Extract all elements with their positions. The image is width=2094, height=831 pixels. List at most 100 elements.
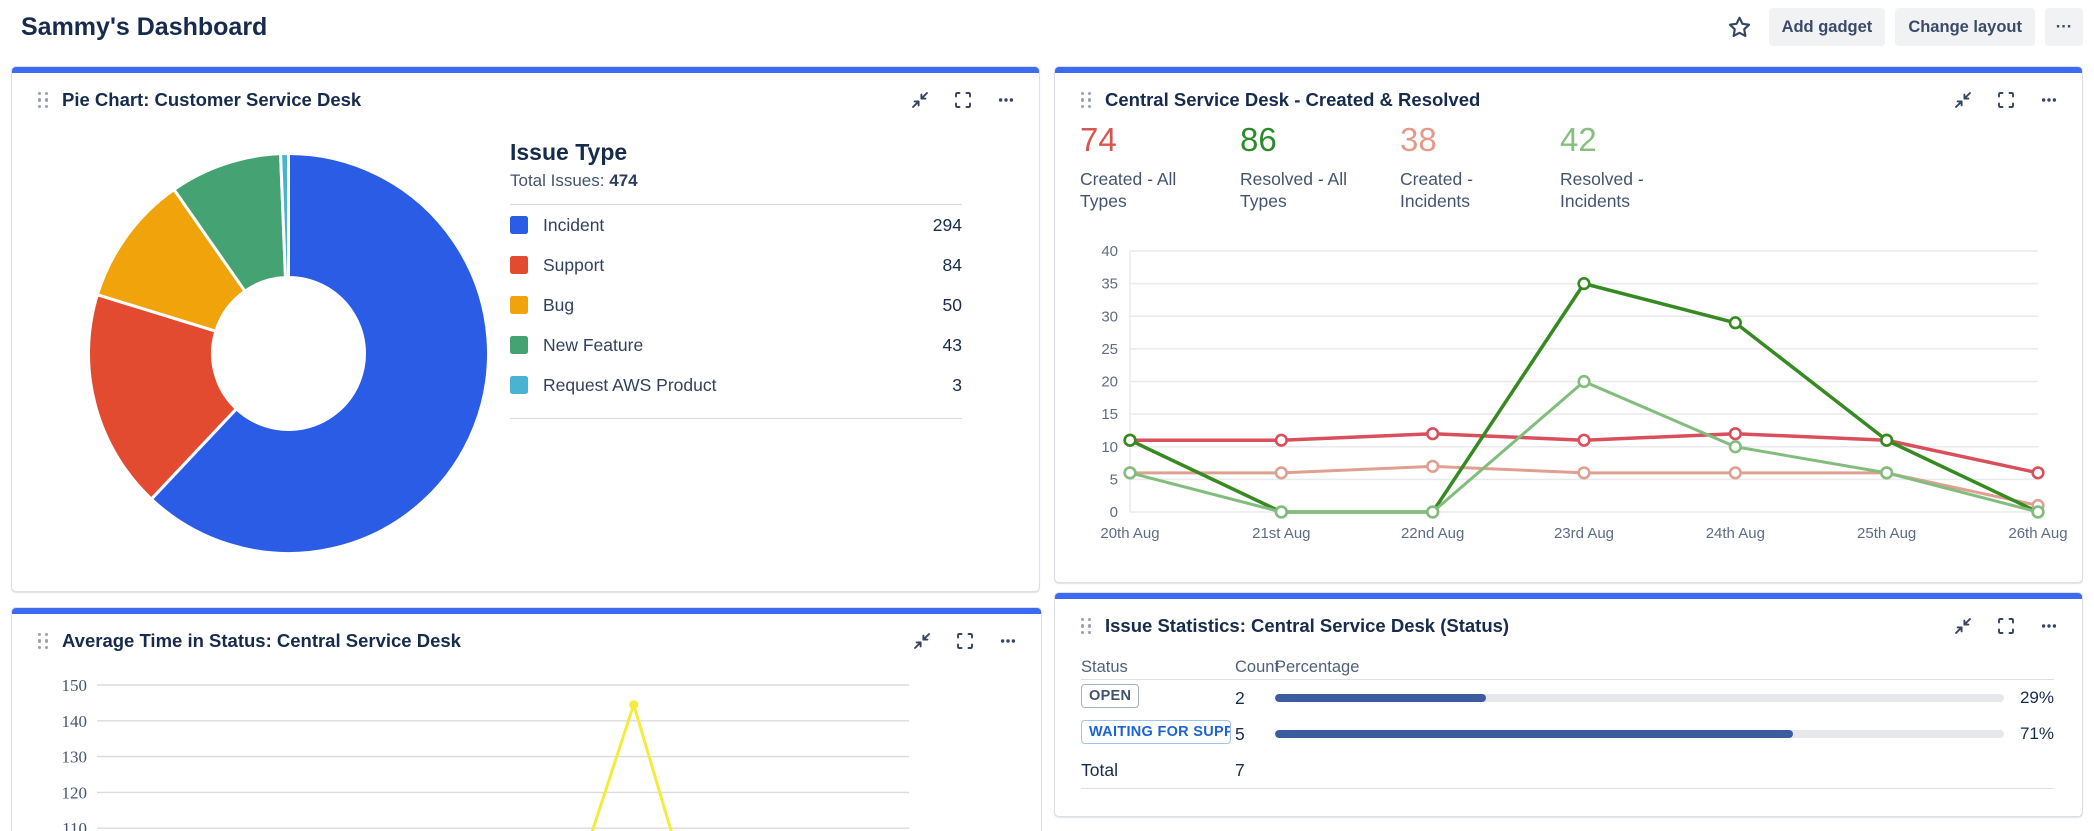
legend-label: Request AWS Product <box>543 374 717 395</box>
stat-block: 86 Resolved - All Types <box>1240 121 1400 213</box>
legend-swatch <box>510 296 528 314</box>
legend-item[interactable]: Support 84 <box>510 245 962 285</box>
gadget-accent-bar <box>12 67 1039 73</box>
change-layout-button[interactable]: Change layout <box>1895 8 2035 46</box>
gadget-accent-bar <box>12 608 1041 614</box>
drag-handle-icon[interactable] <box>38 633 49 649</box>
table-divider <box>1081 679 2054 680</box>
collapse-icon[interactable] <box>911 91 929 109</box>
legend-total: Total Issues: 474 <box>510 171 962 191</box>
drag-handle-icon[interactable] <box>38 92 49 108</box>
gadget-title: Central Service Desk - Created & Resolve… <box>1105 89 1481 110</box>
legend-label: Bug <box>543 294 575 315</box>
pie-slice-incident[interactable] <box>149 152 490 555</box>
stat-block: 38 Created - Incidents <box>1400 121 1560 213</box>
legend-label: New Feature <box>543 334 644 355</box>
expand-icon[interactable] <box>954 91 972 109</box>
total-count: 7 <box>1235 759 1245 780</box>
status-row: WAITING FOR SUPP... 5 71% <box>1081 716 2054 752</box>
svg-text:15: 15 <box>1101 406 1118 423</box>
svg-text:0: 0 <box>1110 504 1118 521</box>
legend-divider-bottom <box>510 418 962 419</box>
percentage-value: 29% <box>2019 688 2054 707</box>
expand-icon[interactable] <box>1997 91 2015 109</box>
legend-item[interactable]: New Feature 43 <box>510 325 962 365</box>
legend-swatch <box>510 216 528 234</box>
gadget-pie-chart: Pie Chart: Customer Service Desk Issue T… <box>11 66 1040 592</box>
column-header: Count <box>1235 657 1280 676</box>
svg-text:25th Aug: 25th Aug <box>1857 525 1916 542</box>
svg-text:20th Aug: 20th Aug <box>1100 525 1159 542</box>
more-icon[interactable] <box>999 632 1017 650</box>
pie-slice-support[interactable] <box>87 293 238 501</box>
more-options-button[interactable]: ··· <box>2045 8 2083 46</box>
more-icon[interactable] <box>997 91 1015 109</box>
status-table: Status Count Percentage OPEN 2 29% WAITING … <box>1055 655 2082 789</box>
total-label: Total <box>1081 759 1118 780</box>
expand-icon[interactable] <box>956 632 974 650</box>
drag-handle-icon[interactable] <box>1081 92 1092 108</box>
legend-value: 294 <box>932 214 962 235</box>
percentage-value: 71% <box>2019 724 2054 743</box>
legend-label: Support <box>543 254 605 275</box>
legend-value: 84 <box>942 254 962 275</box>
pie-legend: Issue Type Total Issues: 474 Incident 29… <box>510 139 962 419</box>
header-actions: Add gadget Change layout ··· <box>1721 8 2083 46</box>
more-icon[interactable] <box>2040 91 2058 109</box>
legend-total-label: Total Issues: <box>510 171 605 190</box>
legend-value: 3 <box>952 374 962 395</box>
svg-text:140: 140 <box>62 712 88 731</box>
gadget-created-resolved: Central Service Desk - Created & Resolve… <box>1054 66 2083 583</box>
series-created-all-types <box>1130 431 2039 475</box>
svg-text:10: 10 <box>1101 439 1118 456</box>
table-divider-bottom <box>1081 788 2054 789</box>
status-count: 5 <box>1235 723 1245 744</box>
stat-value: 86 <box>1240 121 1277 158</box>
pie-slice-bug[interactable] <box>95 188 247 333</box>
status-row: OPEN 2 29% <box>1081 680 2054 716</box>
dashboard-header: Sammy's Dashboard Add gadget Change layo… <box>0 0 2094 66</box>
star-icon[interactable] <box>1721 8 1759 46</box>
add-gadget-button[interactable]: Add gadget <box>1768 8 1886 46</box>
gadget-actions <box>1954 91 2058 109</box>
collapse-icon[interactable] <box>1954 91 1972 109</box>
legend-item[interactable]: Incident 294 <box>510 205 962 245</box>
svg-text:22nd Aug: 22nd Aug <box>1401 525 1464 542</box>
svg-text:150: 150 <box>62 676 88 695</box>
legend-title: Issue Type <box>510 139 628 165</box>
expand-icon[interactable] <box>1997 617 2015 635</box>
svg-text:23rd Aug: 23rd Aug <box>1554 525 1614 542</box>
pie-slice-request-aws-product[interactable] <box>279 152 290 280</box>
legend-divider-top <box>510 204 962 205</box>
stat-value: 38 <box>1400 121 1437 158</box>
stat-value: 42 <box>1560 121 1597 158</box>
summary-stats: 74 Created - All Types 86 Resolved - All … <box>1080 121 1720 213</box>
stat-value: 74 <box>1080 121 1117 158</box>
stat-label: Created - Incidents <box>1400 168 1473 212</box>
svg-text:21st Aug: 21st Aug <box>1252 525 1310 542</box>
table-header-row: Status Count Percentage <box>1081 655 2054 679</box>
collapse-icon[interactable] <box>913 632 931 650</box>
legend-swatch <box>510 336 528 354</box>
series-resolved-all-types <box>1129 281 2039 514</box>
stat-block: 42 Resolved - Incidents <box>1560 121 1720 213</box>
drag-handle-icon[interactable] <box>1081 618 1092 634</box>
legend-total-value: 474 <box>609 171 638 190</box>
gadget-actions <box>913 632 1017 650</box>
collapse-icon[interactable] <box>1954 617 1972 635</box>
legend-item[interactable]: Bug 50 <box>510 285 962 325</box>
gadget-title: Average Time in Status: Central Service … <box>62 630 461 651</box>
status-count: 2 <box>1235 687 1245 708</box>
gadget-issue-statistics: Issue Statistics: Central Service Desk (… <box>1054 592 2083 817</box>
gadget-header: Central Service Desk - Created & Resolve… <box>1055 73 2082 111</box>
legend-item[interactable]: Request AWS Product 3 <box>510 365 962 405</box>
status-lozenge[interactable]: OPEN <box>1081 683 1140 708</box>
gadget-avg-time-in-status: Average Time in Status: Central Service … <box>11 607 1042 831</box>
status-lozenge[interactable]: WAITING FOR SUPP... <box>1081 719 1231 744</box>
svg-text:5: 5 <box>1110 471 1118 488</box>
svg-text:30: 30 <box>1101 308 1118 325</box>
more-icon[interactable] <box>2040 617 2058 635</box>
gadget-actions <box>1954 617 2058 635</box>
page-title: Sammy's Dashboard <box>21 13 268 41</box>
gadget-header: Average Time in Status: Central Service … <box>12 614 1041 652</box>
